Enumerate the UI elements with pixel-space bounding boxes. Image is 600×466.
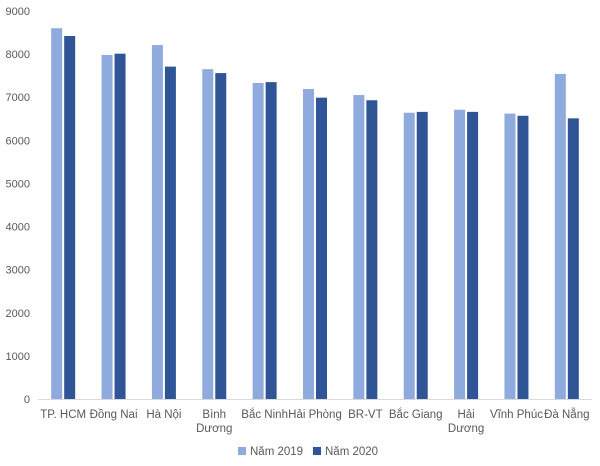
bar-nam-2020 [567,118,579,399]
x-category-label: Bắc Giang [389,408,443,421]
bar-nam-2019 [554,73,566,399]
x-category-label: Bình [202,409,226,421]
y-tick-label: 1000 [6,351,30,363]
y-tick-label: 4000 [6,222,30,234]
bar-nam-2020 [64,36,76,399]
legend-swatch [238,447,246,455]
bar-nam-2019 [202,69,214,399]
bar-nam-2020 [164,66,176,399]
bar-nam-2020 [265,82,277,399]
bar-nam-2019 [151,45,163,400]
bar-nam-2020 [114,53,126,400]
bar-nam-2019 [504,113,516,400]
bar-nam-2019 [454,109,466,400]
bar-nam-2019 [252,82,264,400]
bar-nam-2019 [353,95,365,400]
bar-nam-2020 [517,115,529,399]
x-category-label: Dương [196,423,232,435]
legend-label: Năm 2019 [250,446,303,458]
x-category-label: Đồng Nai [90,409,138,421]
y-tick-label: 2000 [6,308,30,320]
x-category-label: Hà Nội [146,409,181,421]
x-category-label: Vĩnh Phúc [490,409,543,421]
x-category-label: BR-VT [348,409,383,421]
bar-nam-2020 [416,111,428,399]
y-tick-label: 0 [24,394,30,406]
y-tick-label: 5000 [6,178,30,190]
y-tick-label: 3000 [6,265,30,277]
bar-nam-2020 [366,100,378,400]
x-category-label: Dương [448,423,484,435]
y-tick-label: 9000 [6,6,30,18]
x-category-label: TP. HCM [40,409,86,421]
bar-nam-2020 [467,111,479,399]
bar-nam-2020 [215,73,227,399]
bar-nam-2019 [403,112,415,400]
x-category-label: Bắc Ninh [241,408,288,421]
y-tick-label: 8000 [6,49,30,61]
x-category-label: Đà Nẵng [544,408,589,421]
bar-nam-2019 [101,54,113,400]
y-tick-label: 6000 [6,135,30,147]
x-category-label: Hải Phòng [288,409,342,421]
bar-nam-2019 [303,89,314,399]
legend-label: Năm 2020 [325,446,378,458]
bar-nam-2019 [51,28,63,399]
legend-swatch [313,447,321,455]
y-tick-label: 7000 [6,92,30,104]
x-category-label: Hải [457,409,474,421]
bar-nam-2020 [316,97,327,400]
